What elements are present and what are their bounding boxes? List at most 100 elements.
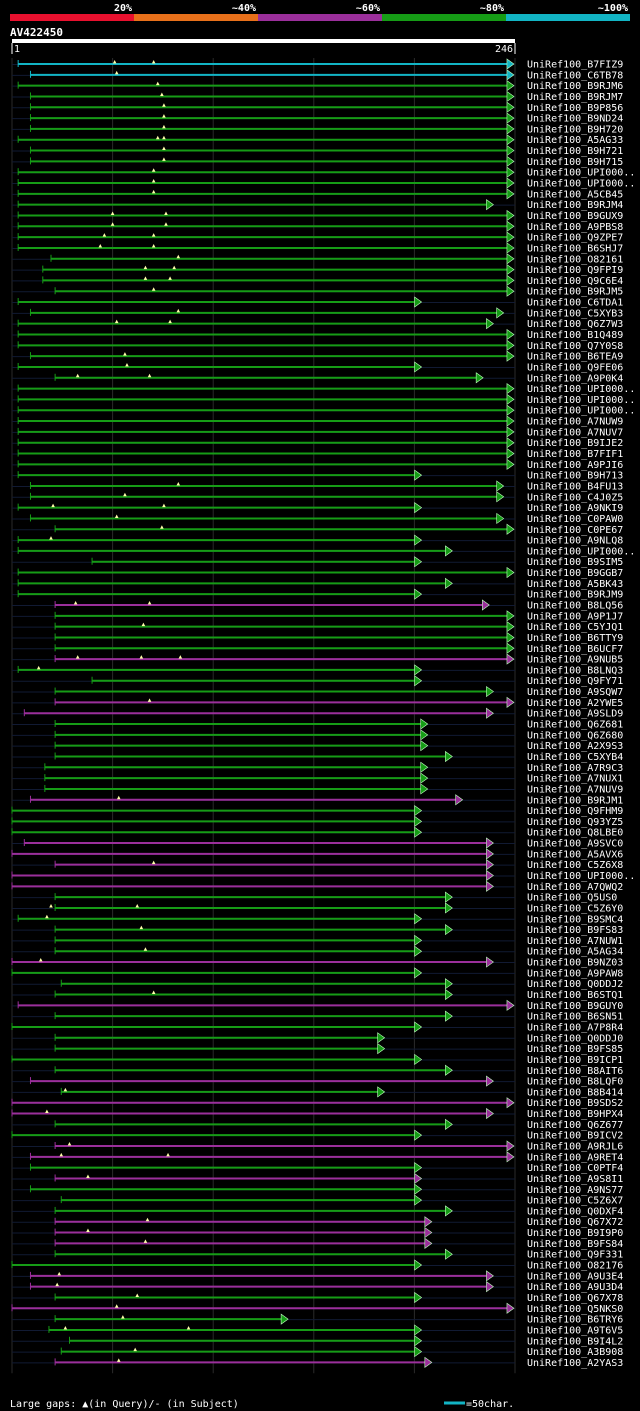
query-gap-marker: [139, 655, 144, 659]
identity-legend-labels: 20% ~40% ~60% ~80% ~100%: [114, 3, 628, 14]
hit-label: UniRef100_B9HPX4: [527, 1109, 623, 1120]
alignment-row: UniRef100_A9RJL6: [12, 1140, 623, 1153]
hit-arrow: [445, 577, 453, 589]
hit-label: UniRef100_B9RJM9: [527, 590, 623, 601]
hit-label: UniRef100_B9RJM7: [527, 92, 623, 103]
hit-arrow: [414, 1345, 423, 1358]
hit-arrow: [445, 988, 453, 1001]
hit-label: UniRef100_B9I9P0: [527, 1228, 623, 1239]
alignment-row: UniRef100_A9S8I1: [12, 1172, 623, 1185]
legend-label-0: 20%: [114, 3, 132, 14]
hit-arrow: [414, 1021, 423, 1033]
hit-label: UniRef100_A9S8I1: [527, 1174, 623, 1185]
ruler-end-label: 246: [495, 44, 513, 55]
hit-label: UniRef100_Q9C6E4: [527, 276, 623, 287]
query-gap-marker: [102, 233, 107, 237]
hit-arrow: [496, 512, 505, 525]
alignment-row: UniRef100_A7P8R4: [11, 1021, 623, 1033]
hit-label: UniRef100_B9SMC4: [527, 914, 623, 925]
hit-label: UniRef100_B9RJM6: [527, 81, 623, 92]
query-gap-marker: [176, 254, 181, 259]
query-gap-marker: [151, 990, 156, 995]
query-gap-marker: [162, 135, 166, 140]
alignment-row: UniRef100_Q6Z680: [12, 729, 623, 741]
alignment-row: UniRef100_A9NKI9: [12, 502, 623, 514]
query-gap-marker: [143, 1239, 148, 1243]
hit-label: UniRef100_A5BK43: [527, 579, 623, 590]
alignment-row: UniRef100_B7FIZ9: [12, 58, 623, 71]
query-gap-marker: [63, 1325, 68, 1330]
hit-arrow: [445, 1118, 453, 1130]
hit-label: UniRef100_B6SN51: [527, 1012, 623, 1023]
alignment-row: UniRef100_A7NUV7: [12, 426, 623, 438]
alignment-row: UniRef100_B9SDS2: [11, 1097, 623, 1109]
hit-arrow: [414, 815, 423, 827]
alignment-row: UniRef100_B9FS85: [12, 1043, 623, 1055]
hit-arrow: [424, 1237, 433, 1249]
hit-label: UniRef100_B9ICV2: [527, 1131, 623, 1142]
alignment-row: UniRef100_Q5US0: [12, 891, 617, 904]
query-gap-marker: [162, 146, 166, 151]
legend-bar-1: [134, 14, 258, 21]
hit-arrow: [506, 274, 515, 286]
hit-label: UniRef100_A5AVX6: [527, 849, 623, 860]
alignment-row: UniRef100_B7FIF1: [12, 447, 623, 460]
query-gap-marker: [164, 211, 168, 215]
query-gap-marker: [86, 1174, 90, 1178]
hit-label: UniRef100_B9GUX9: [527, 211, 623, 222]
hit-label: UniRef100_Q6Z7W3: [527, 319, 623, 330]
hit-label: UniRef100_A7P8R4: [527, 1022, 623, 1033]
hit-label: UniRef100_Q8LBE0: [527, 828, 623, 839]
hit-arrow: [377, 1043, 386, 1055]
alignment-row: UniRef100_A9P0K4: [12, 372, 623, 384]
query-gap-marker: [59, 1152, 64, 1157]
alignment-row: UniRef100_C0PAW0: [12, 512, 623, 525]
hit-arrow: [506, 642, 515, 654]
hit-arrow: [506, 231, 515, 243]
hit-arrow: [414, 556, 423, 568]
hit-arrow: [377, 1086, 386, 1098]
alignment-row: UniRef100_A9RET4: [12, 1151, 623, 1163]
hit-arrow: [445, 1205, 453, 1217]
query-gap-marker: [151, 60, 156, 64]
hit-arrow: [414, 826, 423, 838]
query-gap-marker: [98, 243, 103, 248]
hit-arrow: [486, 859, 494, 871]
alignment-row: UniRef100_A9PJI6: [12, 458, 623, 471]
alignment-row: UniRef100_C0PE67: [12, 523, 623, 536]
hit-arrow: [496, 480, 505, 492]
hit-label: UniRef100_Q6Z677: [527, 1120, 623, 1131]
alignment-row: UniRef100_A9SVC0: [12, 837, 623, 850]
alignment-row: UniRef100_B9GGB7: [12, 566, 623, 579]
hit-arrow: [506, 1302, 515, 1314]
hit-arrow: [414, 1194, 423, 1206]
hit-label: UniRef100_A9SLD9: [527, 709, 623, 720]
alignment-row: UniRef100_A7QWQ2: [11, 880, 623, 893]
hit-arrow: [414, 1335, 423, 1347]
alignment-row: UniRef100_B9RJM9: [12, 588, 623, 601]
hit-label: UniRef100_A9RET4: [527, 1152, 623, 1163]
hit-label: UniRef100_A9NKI9: [527, 503, 623, 514]
hit-arrow: [506, 177, 515, 189]
alignment-row: UniRef100_A7R9C3: [12, 761, 623, 774]
query-gap-marker: [114, 319, 119, 324]
hit-arrow: [414, 469, 423, 481]
hit-label: UniRef100_Q9ZPE7: [527, 233, 623, 244]
alignment-row: UniRef100_C5XYB3: [12, 307, 623, 319]
hit-label: UniRef100_A9PBS8: [527, 222, 623, 233]
legend-bar-2: [258, 14, 382, 21]
hit-label: UniRef100_B9P856: [527, 103, 623, 114]
alignment-row: UniRef100_UPI000..: [11, 869, 635, 882]
query-gap-marker: [139, 925, 144, 930]
hit-label: UniRef100_B9GGB7: [527, 568, 623, 579]
query-gap-marker: [45, 914, 49, 919]
hit-arrow: [486, 318, 494, 330]
alignment-row: UniRef100_B4FU13: [12, 480, 623, 492]
hit-label: UniRef100_B9FS83: [527, 925, 623, 936]
alignment-row: UniRef100_C6TB78: [12, 69, 623, 81]
query-gap-marker: [38, 958, 43, 962]
alignment-row: UniRef100_UPI000..: [12, 404, 635, 417]
hit-arrow: [506, 458, 515, 470]
alignment-row: UniRef100_B9SIM5: [12, 556, 623, 568]
